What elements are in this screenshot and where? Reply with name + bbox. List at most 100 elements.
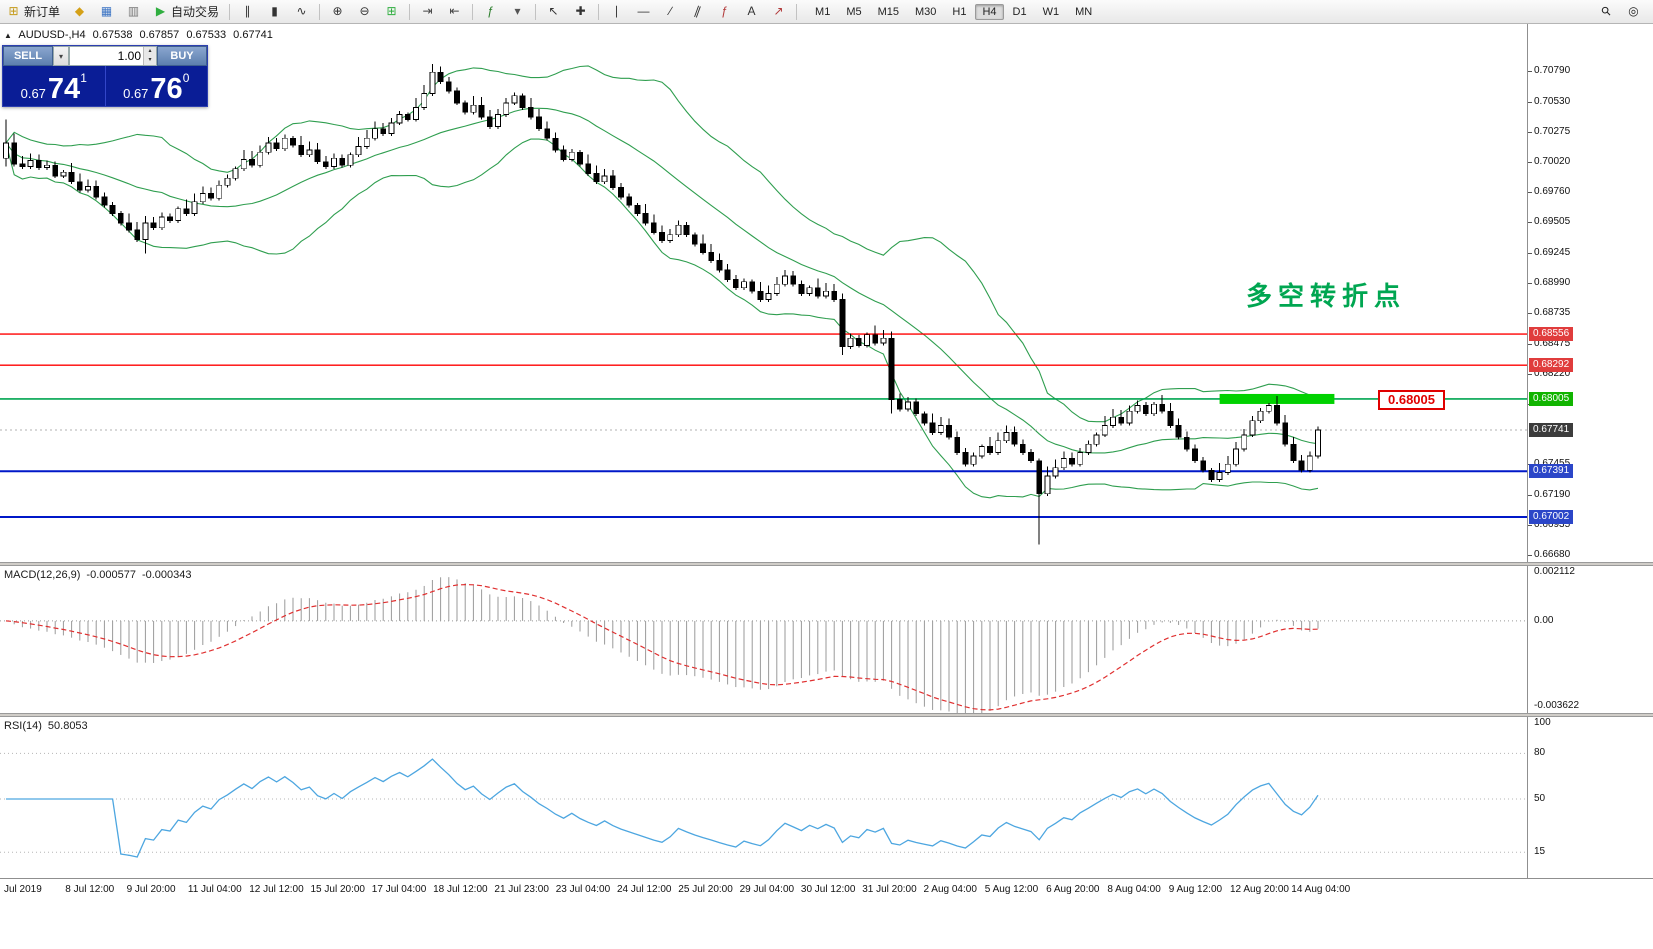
low-value: 0.67533 bbox=[186, 29, 227, 41]
scale-tick-mark bbox=[1528, 343, 1532, 345]
market-watch-icon-glyph: ◆ bbox=[74, 4, 85, 18]
panel-splitter[interactable] bbox=[0, 562, 1653, 566]
zoom-in-icon[interactable]: ⊕ bbox=[325, 2, 350, 21]
timeframe-m1-button[interactable]: M1 bbox=[815, 5, 831, 18]
line-chart-type-icon-glyph: ∿ bbox=[296, 4, 307, 18]
time-axis-label: 6 Aug 20:00 bbox=[1046, 884, 1100, 895]
text-icon-glyph: A bbox=[747, 4, 756, 18]
auto-trading-button[interactable]: ▶ 自动交易 bbox=[148, 1, 224, 22]
timeframe-m15-button[interactable]: M15 bbox=[877, 5, 899, 18]
fibonacci-icon[interactable]: ƒ bbox=[712, 2, 737, 21]
bid-pipette: 1 bbox=[80, 71, 87, 85]
scale-tick: 0.70020 bbox=[1534, 155, 1571, 167]
volume-spinner[interactable]: ▴ ▾ bbox=[143, 47, 156, 65]
scale-tick: 0.66680 bbox=[1534, 548, 1571, 560]
candlestick-type-icon-glyph: ▮ bbox=[271, 4, 278, 18]
line-chart-type-icon[interactable]: ∿ bbox=[289, 2, 314, 21]
time-axis-label: 24 Jul 12:00 bbox=[617, 884, 672, 895]
scale-tick-mark bbox=[1528, 282, 1532, 284]
indicators-icon[interactable]: ƒ bbox=[478, 2, 503, 21]
scale-tick-mark bbox=[1528, 192, 1532, 194]
price-badge: 0.68292 bbox=[1529, 358, 1574, 373]
sell-dropdown-arrow-icon[interactable]: ▾ bbox=[53, 46, 69, 66]
scale-tick-mark bbox=[1528, 101, 1532, 103]
zoom-out-icon-glyph: ⊖ bbox=[359, 4, 370, 18]
collapse-panel-icon[interactable]: ▲ bbox=[4, 31, 12, 40]
time-axis-label: 8 Aug 04:00 bbox=[1107, 884, 1161, 895]
crosshair-icon-glyph: ✚ bbox=[575, 4, 586, 18]
search-icon-glyph: ⚲ bbox=[1598, 3, 1615, 20]
macd-scale-tick: 0.002112 bbox=[1534, 565, 1575, 577]
candlestick-type-icon[interactable]: ▮ bbox=[262, 2, 287, 21]
vertical-line-icon[interactable]: ∣ bbox=[604, 2, 629, 21]
macd-scale-tick: -0.003622 bbox=[1534, 699, 1580, 711]
pivot-price-label[interactable]: 0.68005 bbox=[1378, 389, 1445, 410]
terminal-icon[interactable]: ▥ bbox=[121, 2, 146, 21]
dropdown-arrow[interactable]: ▾ bbox=[505, 2, 530, 21]
scale-tick: 0.67190 bbox=[1534, 488, 1571, 500]
sell-button[interactable]: SELL bbox=[3, 46, 53, 66]
zoom-out-icon[interactable]: ⊖ bbox=[352, 2, 377, 21]
price-scale[interactable]: 0.70790 0.70530 0.70275 0.70020 0.69760 0.695… bbox=[1527, 24, 1653, 878]
chart-shift-icon-glyph: ⇤ bbox=[449, 4, 460, 18]
time-axis[interactable]: Jul 2019 8 Jul 12:00 9 Jul 20:00 11 Jul 04:… bbox=[0, 878, 1653, 901]
toolbar-separator bbox=[319, 3, 321, 20]
horizontal-line-icon[interactable]: ― bbox=[631, 2, 656, 21]
ask-price[interactable]: 0.67 76 0 bbox=[106, 66, 208, 106]
vertical-line-icon-glyph: ∣ bbox=[613, 4, 620, 18]
toolbar-separator bbox=[409, 3, 411, 20]
buy-button[interactable]: BUY bbox=[157, 46, 207, 66]
chart-shift-icon[interactable]: ⇤ bbox=[442, 2, 467, 21]
crosshair-icon[interactable]: ✚ bbox=[568, 2, 593, 21]
toolbar-separator bbox=[535, 3, 537, 20]
new-order-button[interactable]: ⊞ 新订单 bbox=[1, 1, 65, 22]
timeframe-d1-button[interactable]: D1 bbox=[1012, 5, 1027, 18]
scale-tick-mark bbox=[1528, 131, 1532, 133]
arrows-icon[interactable]: ↗ bbox=[766, 2, 791, 21]
timeframe-m5-button[interactable]: M5 bbox=[846, 5, 862, 18]
tile-windows-icon-glyph: ⊞ bbox=[386, 4, 397, 18]
time-axis-label: 9 Aug 12:00 bbox=[1168, 884, 1223, 895]
time-axis-label: 5 Aug 12:00 bbox=[984, 884, 1039, 895]
tile-windows-icon[interactable]: ⊞ bbox=[379, 2, 404, 21]
volume-input[interactable] bbox=[70, 47, 143, 65]
target-icon[interactable]: ◎ bbox=[1621, 2, 1646, 21]
search-icon[interactable]: ⚲ bbox=[1594, 2, 1619, 21]
time-axis-label: 2 Aug 04:00 bbox=[923, 884, 977, 895]
timeframe-mn-button[interactable]: MN bbox=[1075, 5, 1093, 18]
high-value: 0.67857 bbox=[139, 29, 180, 41]
toolbar-separator bbox=[229, 3, 231, 20]
channel-icon[interactable]: ∥ bbox=[685, 2, 710, 21]
fibonacci-icon-glyph: ƒ bbox=[721, 4, 728, 18]
scale-tick-mark bbox=[1528, 524, 1532, 526]
spinner-down-icon[interactable]: ▾ bbox=[148, 57, 152, 63]
trendline-icon[interactable]: ∕ bbox=[658, 2, 683, 21]
indicators-icon-glyph: ƒ bbox=[487, 4, 494, 18]
spinner-up-icon[interactable]: ▴ bbox=[148, 48, 152, 54]
cursor-icon[interactable]: ↖ bbox=[541, 2, 566, 21]
macd-title: MACD(12,26,9) -0.000577 -0.000343 bbox=[4, 569, 198, 581]
timeframe-h1-button[interactable]: H1 bbox=[952, 5, 967, 18]
open-value: 0.67538 bbox=[92, 29, 133, 41]
timeframe-h4-button[interactable]: H4 bbox=[975, 3, 1004, 20]
panel-splitter[interactable] bbox=[0, 713, 1653, 717]
price-badge: 0.68556 bbox=[1529, 327, 1574, 342]
timeframe-m30-button[interactable]: M30 bbox=[915, 5, 937, 18]
price-badge: 0.67391 bbox=[1529, 464, 1574, 479]
toolbar-separator bbox=[796, 3, 798, 20]
macd-value: -0.000577 bbox=[86, 569, 136, 581]
auto-trading-glyph: ▶ bbox=[155, 4, 166, 18]
charts-icon[interactable]: ▦ bbox=[94, 2, 119, 21]
time-axis-label: 11 Jul 04:00 bbox=[187, 884, 242, 895]
text-icon[interactable]: A bbox=[739, 2, 764, 21]
rsi-value: 50.8053 bbox=[47, 720, 88, 732]
bar-chart-type-icon[interactable]: ∥ bbox=[235, 2, 260, 21]
timeframe-w1-button[interactable]: W1 bbox=[1042, 5, 1060, 18]
ask-big-digits: 76 bbox=[150, 73, 183, 106]
price-badge: 0.67002 bbox=[1529, 510, 1574, 525]
time-axis-label: 9 Jul 20:00 bbox=[126, 884, 176, 895]
scale-tick-mark bbox=[1528, 222, 1532, 224]
market-watch-icon[interactable]: ◆ bbox=[67, 2, 92, 21]
bid-price[interactable]: 0.67 74 1 bbox=[3, 66, 105, 106]
auto-scroll-icon[interactable]: ⇥ bbox=[415, 2, 440, 21]
